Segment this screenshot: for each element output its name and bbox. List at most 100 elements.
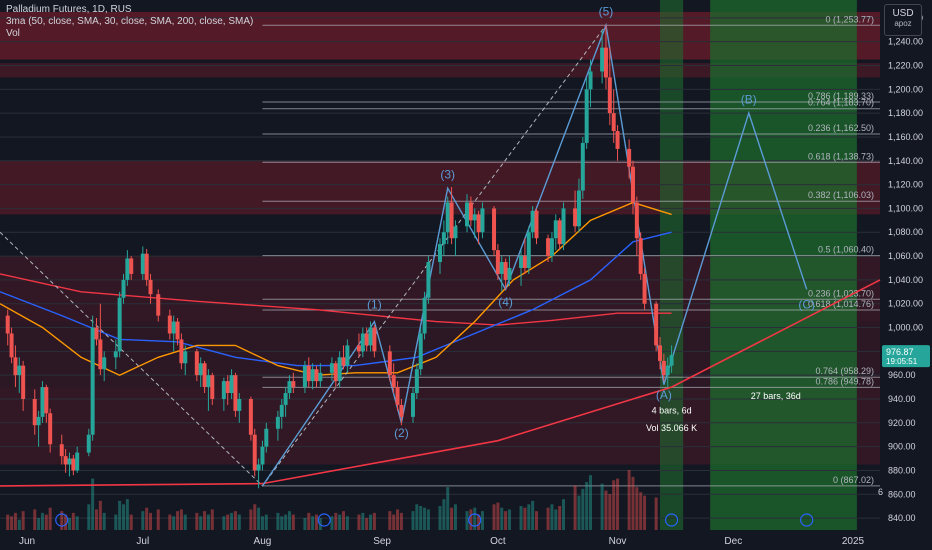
volume-bar: [600, 483, 604, 530]
candle-body: [90, 327, 95, 435]
fib-label-4: 0.618 (1,138.73): [808, 151, 874, 161]
measure-bars-b: 27 bars, 36d: [751, 391, 801, 401]
fib-label-8: 0.618 (1,014.76): [808, 299, 874, 309]
wave-label: (5): [599, 4, 614, 18]
candle-body: [287, 381, 292, 394]
candle-body: [530, 210, 535, 233]
volume-bar: [627, 470, 631, 530]
candle-body: [449, 202, 454, 239]
candle-body: [661, 360, 666, 376]
legend-symbol[interactable]: Palladium Futures, 1D, RUS: [6, 4, 132, 15]
time-axis[interactable]: [0, 530, 932, 550]
measure-bars-a: 4 bars, 6d: [652, 405, 692, 415]
price-tick-label: 1,040.00: [888, 275, 923, 285]
volume-bar: [10, 516, 14, 530]
candle-body: [573, 208, 578, 227]
volume-bar: [554, 509, 558, 530]
volume-bar: [179, 509, 183, 530]
volume-bar: [94, 509, 98, 530]
volume-bar: [176, 511, 180, 530]
volume-bar: [604, 490, 608, 530]
legend-indicator-3ma[interactable]: 3ma (50, close, SMA, 30, close, SMA, 200…: [6, 16, 254, 27]
volume-bar: [396, 509, 400, 530]
volume-bar: [639, 492, 643, 530]
price-tick-label: 1,160.00: [888, 132, 923, 142]
candle-body: [260, 446, 265, 465]
candle-body: [526, 232, 531, 268]
time-tick-label: 2025: [842, 536, 865, 547]
candle-body: [549, 238, 554, 257]
chart-legend: Palladium Futures, 1D, RUS 3ma (50, clos…: [6, 4, 253, 40]
candle-body: [248, 398, 253, 435]
candle-body: [669, 355, 674, 366]
volume-bar: [453, 504, 457, 530]
price-tick-label: 840.00: [888, 513, 916, 523]
candle-body: [94, 327, 99, 340]
price-tick-label: 1,220.00: [888, 61, 923, 71]
wave-label: (3): [440, 168, 455, 182]
candle-body: [368, 327, 373, 346]
candle-body: [36, 416, 41, 426]
currency-selector[interactable]: USD apoz: [884, 4, 922, 36]
volume-bar: [195, 512, 199, 530]
volume-bar: [589, 475, 593, 530]
volume-bar: [465, 511, 469, 530]
candle-body: [580, 142, 585, 191]
event-marker-1: [317, 513, 331, 527]
candle-body: [67, 458, 72, 465]
volume-bar: [44, 514, 48, 530]
candle-body: [275, 416, 280, 429]
candle-body: [356, 345, 361, 352]
volume-bar: [260, 516, 264, 530]
candle-body: [225, 381, 230, 394]
volume-bar: [342, 511, 346, 530]
candle-body: [306, 365, 311, 382]
candle-body: [453, 226, 458, 239]
volume-bar: [643, 495, 647, 530]
volume-bar: [654, 497, 658, 530]
candle-body: [17, 365, 22, 376]
volume-bar: [276, 512, 280, 530]
candle-body: [21, 365, 26, 399]
candle-body: [476, 214, 481, 233]
candle-body: [175, 321, 180, 340]
volume-bar: [60, 511, 64, 530]
volume-bar: [334, 512, 338, 530]
price-axis-labels: 840.00 860.00 880.00 900.00 920.00 940.00 960.…: [878, 13, 923, 523]
candle-body: [98, 339, 103, 370]
volume-bar: [98, 500, 102, 530]
volume-bar: [477, 514, 481, 530]
volume-bar: [311, 516, 315, 530]
candle-body: [202, 363, 207, 388]
volume-bar: [562, 499, 566, 530]
candle-body: [9, 333, 14, 358]
volume-bar: [280, 516, 284, 530]
fib-label-7: 0.236 (1,023.70): [808, 288, 874, 298]
candle-body: [642, 273, 647, 304]
candle-body: [372, 327, 377, 352]
volume-bar: [357, 514, 361, 530]
volume-bar: [423, 507, 427, 530]
candle-body: [522, 256, 527, 268]
candle-body: [634, 202, 639, 239]
price-axis[interactable]: [882, 0, 932, 530]
candle-body: [194, 351, 199, 376]
volume-bar: [118, 500, 122, 530]
wave-label: (2): [394, 426, 409, 440]
candle-body: [422, 297, 427, 334]
volume-bar: [40, 512, 44, 530]
time-tick-label: Oct: [490, 536, 506, 547]
candle-body: [665, 365, 670, 376]
candle-body: [546, 238, 551, 257]
volume-bar: [519, 506, 523, 530]
volume-bar: [631, 476, 635, 530]
price-tick-label: 1,080.00: [888, 227, 923, 237]
volume-bar: [91, 478, 95, 530]
volume-bar: [249, 509, 253, 530]
candle-body: [630, 166, 635, 203]
volume-bar: [64, 514, 68, 530]
fib-label-11: 0 (867.02): [833, 475, 874, 485]
legend-volume[interactable]: Vol: [6, 28, 20, 39]
candle-body: [364, 333, 369, 346]
